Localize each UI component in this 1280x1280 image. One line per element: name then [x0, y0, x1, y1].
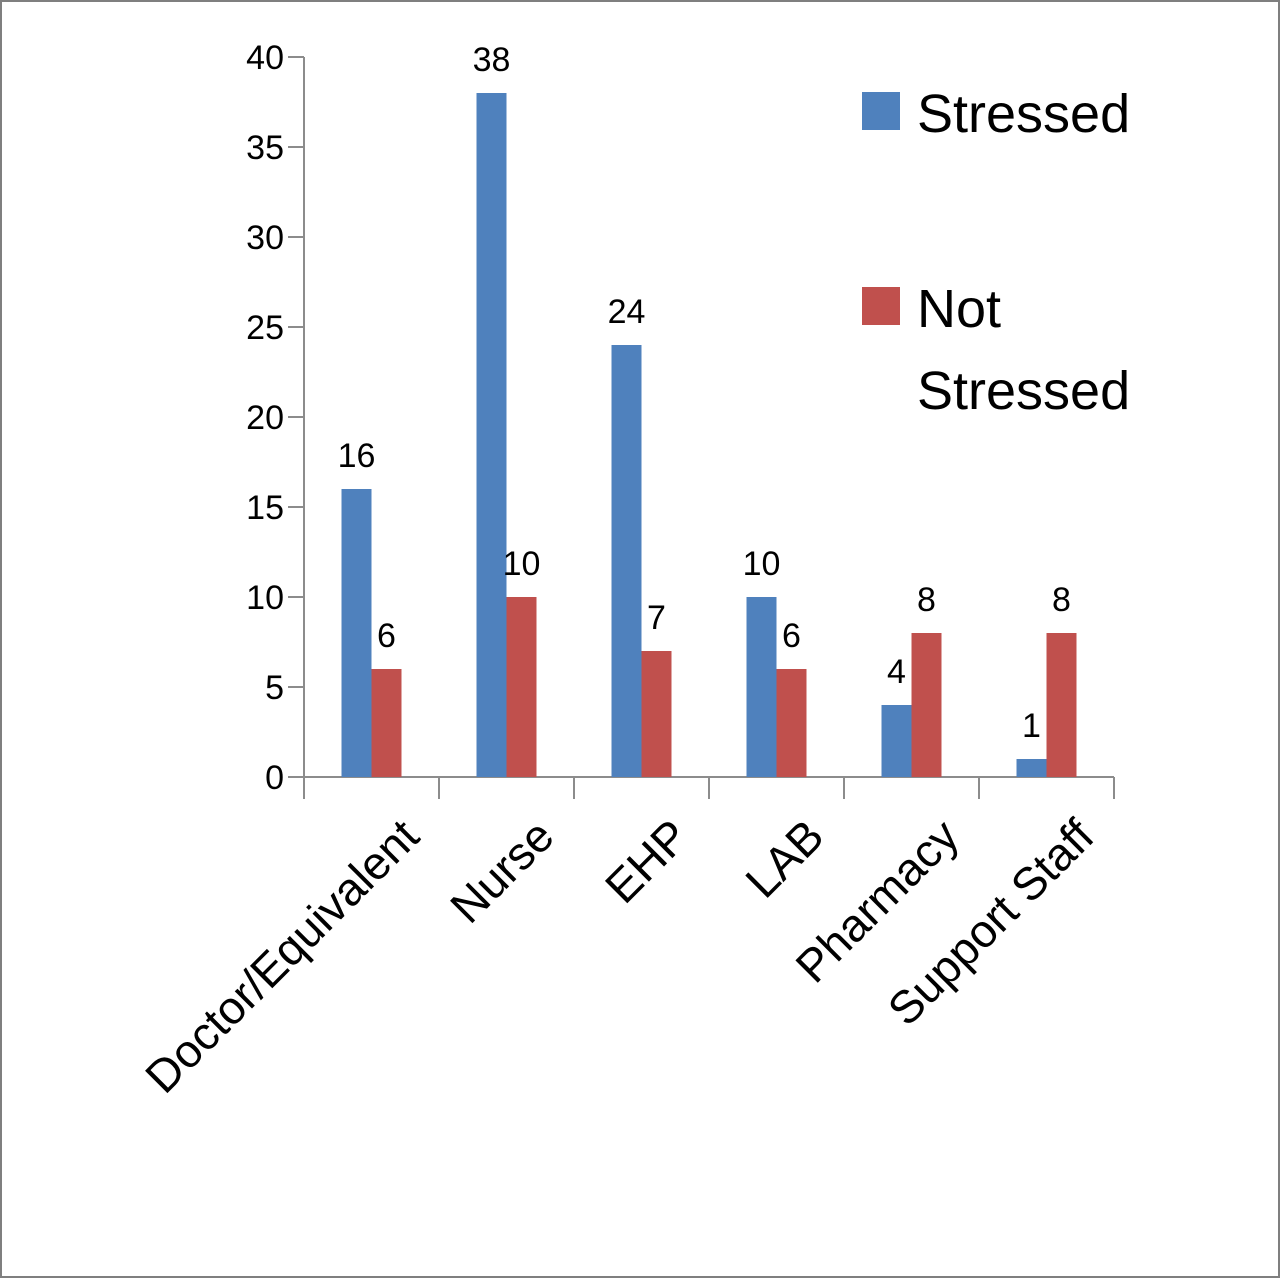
legend: Stressed Not Stressed — [862, 84, 1130, 421]
bar-not-stressed — [371, 669, 402, 777]
data-label-stressed: 4 — [887, 653, 906, 691]
legend-label: Stressed — [917, 84, 1130, 144]
data-label-not-stressed: 8 — [1052, 581, 1071, 619]
category-label: EHP — [595, 809, 699, 913]
bar-not-stressed — [641, 651, 672, 777]
x-axis — [303, 776, 1115, 799]
bar-stressed — [746, 597, 777, 777]
data-label-stressed: 16 — [338, 437, 376, 475]
bar-stressed — [1016, 759, 1047, 777]
data-label-stressed: 24 — [608, 293, 646, 331]
bars — [341, 93, 1077, 777]
data-label-not-stressed: 10 — [503, 545, 541, 583]
y-tick-label: 5 — [265, 669, 284, 707]
y-axis: 0 5 10 15 20 25 30 35 40 — [246, 39, 305, 797]
category-label: LAB — [735, 809, 833, 907]
y-tick-label: 10 — [246, 579, 284, 617]
legend-swatch — [862, 287, 900, 325]
legend-swatch — [862, 92, 900, 130]
data-label-stressed: 10 — [743, 545, 781, 583]
y-tick-label: 20 — [246, 399, 284, 437]
data-label-not-stressed: 6 — [782, 617, 801, 655]
bar-stressed — [341, 489, 372, 777]
y-tick-label: 40 — [246, 39, 284, 77]
y-tick-label: 0 — [265, 759, 284, 797]
legend-label: Not — [917, 279, 1001, 339]
legend-label: Stressed — [917, 361, 1130, 421]
data-label-stressed: 1 — [1022, 707, 1041, 745]
category-label: Doctor/Equivalent — [135, 809, 429, 1103]
y-tick-label: 15 — [246, 489, 284, 527]
y-tick-label: 30 — [246, 219, 284, 257]
bar-stressed — [611, 345, 642, 777]
y-tick-label: 35 — [246, 129, 284, 167]
bar-stressed — [476, 93, 507, 777]
data-label-stressed: 38 — [473, 41, 511, 79]
bar-not-stressed — [911, 633, 942, 777]
category-labels: Doctor/Equivalent Nurse EHP LABPharmacySupp… — [135, 809, 1104, 1103]
bar-not-stressed — [1046, 633, 1077, 777]
bar-not-stressed — [506, 597, 537, 777]
data-label-not-stressed: 8 — [917, 581, 936, 619]
y-tick-label: 25 — [246, 309, 284, 347]
data-label-not-stressed: 7 — [647, 599, 666, 637]
category-label: Nurse — [440, 809, 564, 933]
bar-not-stressed — [776, 669, 807, 777]
data-label-not-stressed: 6 — [377, 617, 396, 655]
bar-stressed — [881, 705, 912, 777]
